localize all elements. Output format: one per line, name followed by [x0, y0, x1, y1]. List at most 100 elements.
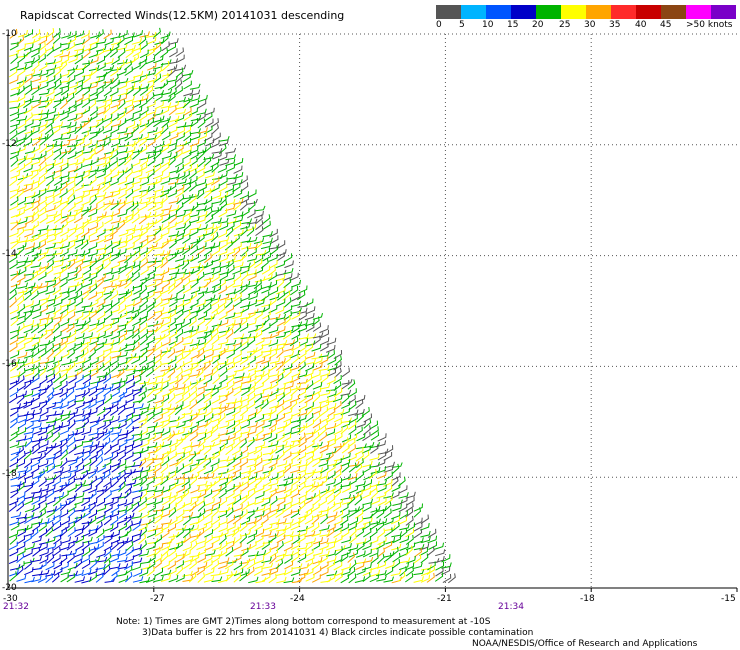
- wind-barb: [181, 386, 190, 397]
- wind-barb: [102, 104, 111, 115]
- wind-barb: [190, 440, 201, 448]
- wind-barb: [210, 424, 219, 435]
- wind-barb: [363, 413, 373, 423]
- wind-barb: [354, 576, 366, 583]
- wind-barb: [88, 82, 99, 90]
- wind-barb: [254, 365, 265, 373]
- wind-barb: [319, 550, 330, 557]
- wind-barb: [147, 156, 156, 167]
- wind-barb: [305, 306, 316, 315]
- wind-barb: [125, 418, 134, 430]
- wind-barb: [132, 491, 143, 500]
- wind-barb: [97, 81, 106, 90]
- wind-barb: [183, 559, 192, 570]
- wind-barb: [51, 125, 61, 135]
- wind-barb: [406, 556, 416, 564]
- wind-barb: [31, 476, 40, 487]
- wind-barb: [168, 438, 178, 448]
- wind-barb: [169, 516, 178, 526]
- wind-barb: [60, 310, 69, 320]
- wind-barb: [96, 323, 105, 333]
- wind-barb: [183, 326, 194, 334]
- wind-barb: [363, 418, 372, 429]
- wind-barb: [38, 329, 48, 339]
- wind-barb: [241, 386, 250, 397]
- wind-barb: [104, 240, 113, 251]
- wind-barb: [305, 363, 315, 372]
- wind-barb: [53, 388, 64, 396]
- wind-barb: [261, 540, 270, 550]
- wind-barb: [124, 469, 133, 480]
- wind-barb: [356, 412, 364, 423]
- wind-barb: [253, 237, 265, 244]
- wind-barb: [233, 382, 243, 391]
- wind-barb: [349, 506, 361, 512]
- wind-barb: [95, 414, 105, 424]
- wind-barb: [305, 483, 314, 494]
- wind-barb: [247, 554, 257, 563]
- wind-barb: [10, 280, 21, 288]
- scale-swatch: [661, 5, 686, 19]
- wind-barb: [37, 150, 47, 160]
- wind-barb: [398, 485, 408, 494]
- wind-barb: [81, 387, 90, 398]
- wind-barb: [276, 240, 286, 250]
- wind-barb: [311, 316, 320, 327]
- wind-barb: [262, 383, 273, 392]
- wind-barb: [131, 213, 140, 224]
- wind-barb: [23, 523, 33, 532]
- wind-barb: [304, 431, 314, 441]
- wind-barb: [269, 330, 280, 339]
- wind-barb: [53, 530, 63, 539]
- wind-barb: [197, 112, 206, 122]
- wind-barb: [290, 541, 300, 550]
- wind-barb: [312, 495, 321, 506]
- wind-barb: [109, 510, 120, 518]
- wind-barb: [240, 270, 249, 282]
- wind-barb: [88, 121, 99, 129]
- wind-barb: [210, 297, 220, 307]
- wind-barb: [153, 553, 163, 563]
- wind-barb: [246, 349, 255, 359]
- wind-barb: [66, 75, 76, 85]
- wind-barb: [283, 395, 293, 403]
- wind-barb: [89, 357, 99, 366]
- wind-barb: [23, 95, 34, 103]
- wind-barb: [167, 309, 176, 320]
- wind-barb: [212, 174, 223, 180]
- wind-barb: [168, 115, 180, 123]
- wind-barb: [240, 568, 250, 577]
- wind-barb: [46, 107, 57, 115]
- wind-barb: [363, 527, 372, 538]
- wind-barb: [233, 333, 245, 340]
- wind-barb: [275, 383, 286, 392]
- wind-barb: [140, 342, 149, 352]
- wind-barb: [124, 316, 133, 326]
- wind-barb: [161, 542, 171, 551]
- wind-barb: [23, 336, 33, 345]
- wind-barb: [138, 484, 149, 493]
- wind-barb: [117, 380, 126, 391]
- wind-barb: [218, 319, 229, 327]
- wind-barb: [197, 437, 206, 448]
- wind-barb: [132, 86, 141, 97]
- wind-barb: [9, 62, 19, 71]
- wind-barb: [138, 312, 148, 321]
- wind-barb: [268, 440, 279, 448]
- wind-barb: [296, 425, 305, 435]
- wind-barb: [196, 528, 205, 538]
- wind-barb: [16, 44, 26, 52]
- wind-barb: [240, 362, 250, 371]
- wind-barb: [211, 344, 223, 352]
- wind-barb: [362, 460, 373, 468]
- wind-barb: [125, 105, 135, 115]
- wind-barb: [161, 528, 170, 539]
- wind-barb: [38, 196, 47, 206]
- wind-barb: [146, 442, 158, 449]
- wind-barb: [16, 513, 28, 520]
- wind-barb: [196, 464, 206, 474]
- wind-barb: [197, 382, 208, 390]
- wind-barb: [268, 349, 278, 359]
- wind-barb: [110, 252, 120, 262]
- wind-barb: [145, 516, 155, 526]
